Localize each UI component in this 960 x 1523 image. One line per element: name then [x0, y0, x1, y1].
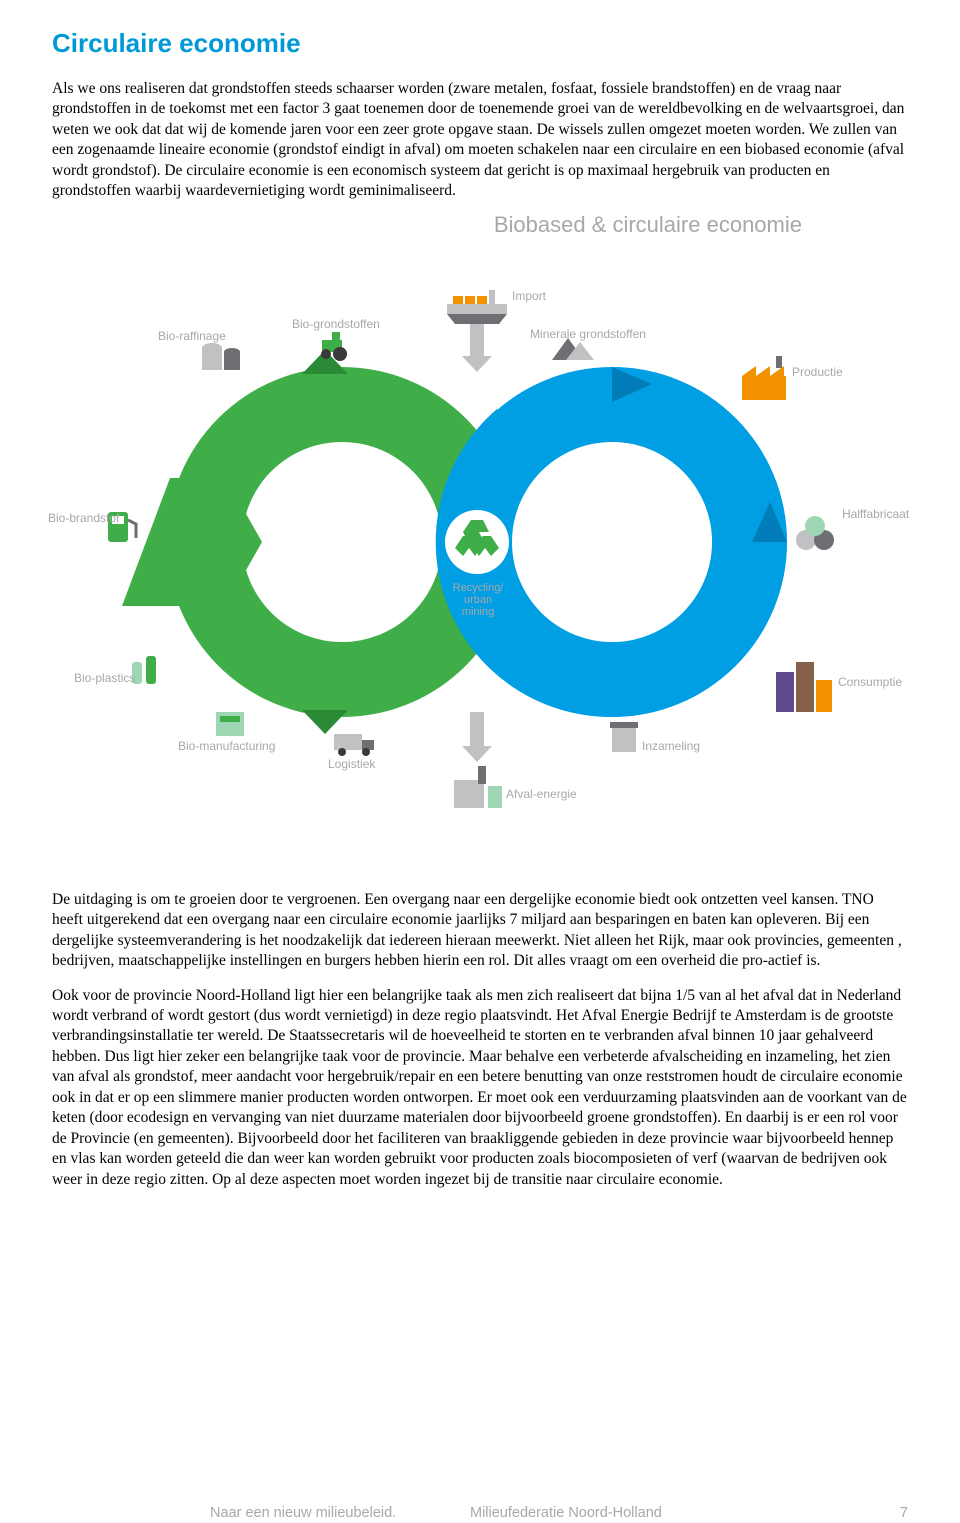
label-bio-manufacturing: Bio-manufacturing: [178, 740, 275, 753]
label-bio-plastics: Bio-plastics: [74, 672, 135, 685]
label-inzameling: Inzameling: [642, 740, 700, 753]
label-bio-raffinage: Bio-raffinage: [158, 330, 226, 343]
label-consumptie: Consumptie: [838, 676, 902, 689]
page-title: Circulaire economie: [52, 28, 908, 59]
label-productie: Productie: [792, 366, 843, 379]
label-logistiek: Logistiek: [328, 758, 375, 771]
footer-mid: Milieufederatie Noord-Holland: [470, 1505, 662, 1521]
footer-page-number: 7: [900, 1505, 908, 1521]
center-label: Recycling/urban mining: [448, 582, 508, 618]
circular-economy-diagram: Biobased & circulaire economie: [52, 212, 908, 862]
intro-paragraph: Als we ons realiseren dat grondstoffen s…: [52, 79, 908, 202]
inner-label-circulaire: Circulaire economie: [536, 530, 699, 550]
label-halffabricaat: Halffabricaat: [842, 508, 909, 521]
label-bio-grondstoffen: Bio-grondstoffen: [292, 318, 380, 331]
diagram-title: Biobased & circulaire economie: [494, 212, 802, 238]
body-paragraph-2: De uitdaging is om te groeien door te ve…: [52, 890, 908, 972]
label-minerale: Minerale grondstoffen: [528, 328, 648, 341]
label-bio-brandstof: Bio-brandstof: [48, 512, 119, 525]
inner-label-biobased: Biobased economie: [270, 530, 431, 550]
label-import: Import: [512, 290, 546, 303]
body-paragraph-3: Ook voor de provincie Noord-Holland ligt…: [52, 986, 908, 1191]
label-afval-energie: Afval-energie: [506, 788, 577, 801]
footer-left: Naar een nieuw milieubeleid.: [210, 1505, 396, 1521]
